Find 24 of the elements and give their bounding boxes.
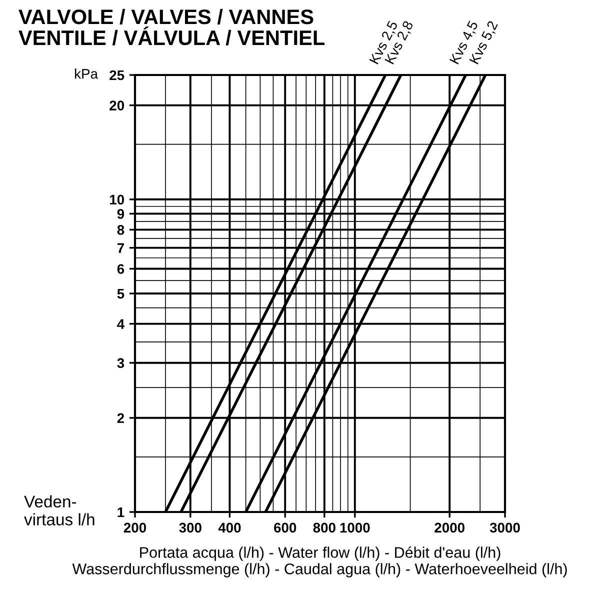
y-tick-label: 10 (110, 194, 124, 205)
y-tick-label: 25 (110, 70, 124, 80)
y-tick-label: 6 (117, 264, 124, 274)
y-axis-title: kPa (75, 68, 98, 79)
text: Veden- virtaus l/h (24, 495, 94, 526)
y-tick-label: 4 (117, 319, 125, 329)
x-tick-label: 300 (179, 522, 202, 533)
y-tick-label: 2 (117, 413, 124, 423)
y-tick-label: 9 (117, 209, 124, 219)
x-tick-label: 400 (218, 522, 241, 533)
y-tick-label: 3 (117, 358, 124, 368)
y-tick-label: 1 (118, 507, 124, 518)
y-tick-label: 8 (117, 225, 124, 235)
y-tick-label: 7 (117, 243, 124, 253)
x-tick-label: 800 (313, 522, 336, 533)
y-tick-label: 20 (110, 100, 124, 110)
x-axis-title: Portata acqua (l/h) - Water flow (l/h) - Débit d'eau (l/h) Wasserdurchflussmenge (l/h) - Caudal agua (l/h) - Waterhoeveelheid (l/h) (72, 546, 567, 578)
chart-title: VALVOLE / VALVES / VANNES VENTILE / VÁLVULA / VENTIEL (18, 8, 325, 46)
x-tick-label: 3000 (490, 522, 520, 533)
x-tick-label: 1000 (340, 522, 370, 533)
x-tick-label: 2000 (434, 522, 464, 533)
x-tick-label: 600 (274, 522, 296, 533)
x-tick-label: 200 (124, 522, 146, 533)
y-tick-label: 5 (117, 288, 124, 299)
